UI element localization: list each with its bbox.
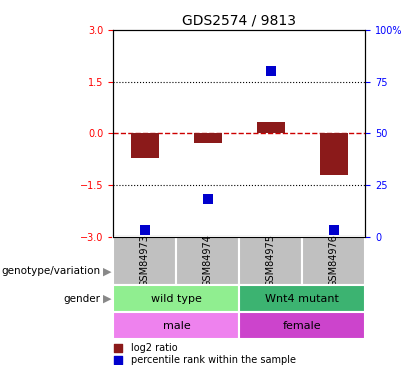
Text: wild type: wild type bbox=[151, 294, 202, 303]
Text: GSM84973: GSM84973 bbox=[140, 234, 150, 287]
Text: genotype/variation: genotype/variation bbox=[2, 266, 101, 276]
Bar bbox=[176, 237, 239, 285]
Text: log2 ratio: log2 ratio bbox=[131, 343, 178, 353]
Bar bbox=[257, 122, 285, 133]
Title: GDS2574 / 9813: GDS2574 / 9813 bbox=[182, 13, 297, 27]
Bar bbox=[194, 133, 222, 143]
Point bbox=[268, 68, 274, 74]
Point bbox=[282, 315, 289, 321]
Text: gender: gender bbox=[64, 294, 101, 303]
Text: GSM84976: GSM84976 bbox=[329, 234, 339, 287]
Text: ▶: ▶ bbox=[103, 294, 111, 303]
Bar bbox=[113, 285, 239, 312]
Bar bbox=[320, 133, 348, 175]
Bar bbox=[302, 237, 365, 285]
Text: GSM84974: GSM84974 bbox=[203, 234, 213, 287]
Bar bbox=[239, 237, 302, 285]
Text: male: male bbox=[163, 321, 190, 331]
Point bbox=[142, 227, 148, 233]
Text: female: female bbox=[283, 321, 322, 331]
Point bbox=[282, 204, 289, 210]
Point bbox=[331, 227, 337, 233]
Point bbox=[205, 196, 211, 202]
Text: Wnt4 mutant: Wnt4 mutant bbox=[265, 294, 339, 303]
Text: GSM84975: GSM84975 bbox=[266, 234, 276, 287]
Bar bbox=[113, 237, 176, 285]
Bar bbox=[239, 285, 365, 312]
Text: percentile rank within the sample: percentile rank within the sample bbox=[131, 355, 296, 365]
Bar bbox=[131, 133, 159, 158]
Bar bbox=[239, 312, 365, 339]
Text: ▶: ▶ bbox=[103, 266, 111, 276]
Bar bbox=[113, 312, 239, 339]
